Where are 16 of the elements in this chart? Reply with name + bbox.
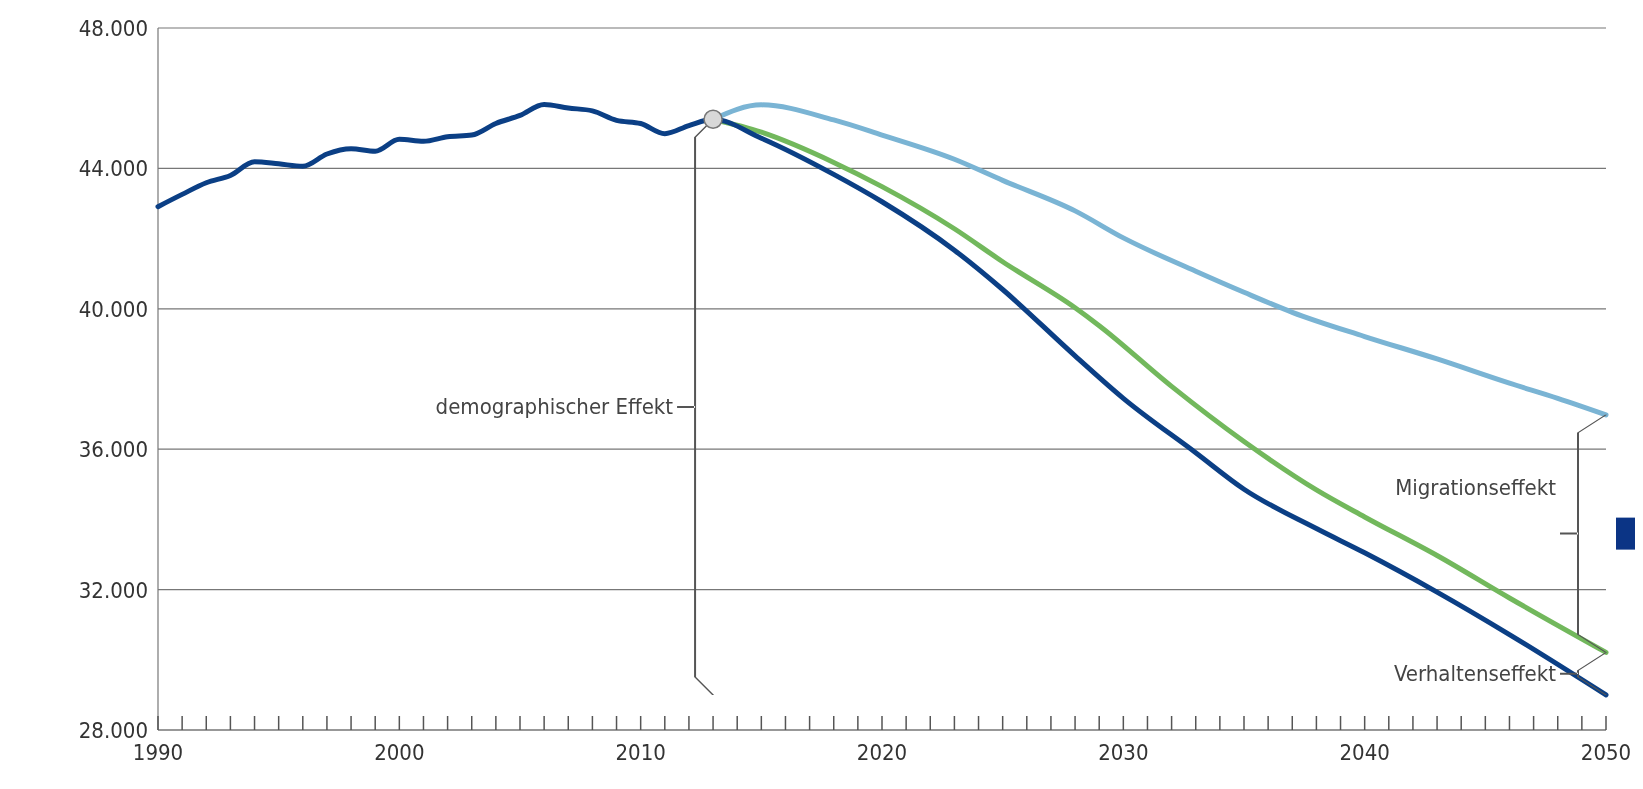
annotation: demographischer Effekt [435, 394, 674, 420]
y-tick-label: 44.000 [78, 156, 148, 182]
y-tick-label: 32.000 [78, 577, 148, 603]
x-tick-label: 1990 [132, 740, 184, 765]
x-tick-label: 2040 [1339, 740, 1390, 765]
y-tick-label: 48.000 [78, 16, 148, 41]
x-tick-label: 2010 [615, 740, 666, 765]
x-tick-label: 2000 [374, 740, 425, 765]
x-tick-label: 2050 [1580, 740, 1632, 765]
x-tick-label: 2030 [1098, 740, 1149, 765]
y-tick-label: 36.000 [78, 437, 148, 463]
annotation: Migrationseffekt [1395, 474, 1557, 500]
annotation: Verhaltenseffekt [1394, 660, 1557, 686]
y-tick-label: 28.000 [78, 718, 148, 743]
y-tick-label: 40.000 [78, 296, 148, 322]
x-tick-label: 2020 [856, 740, 908, 765]
